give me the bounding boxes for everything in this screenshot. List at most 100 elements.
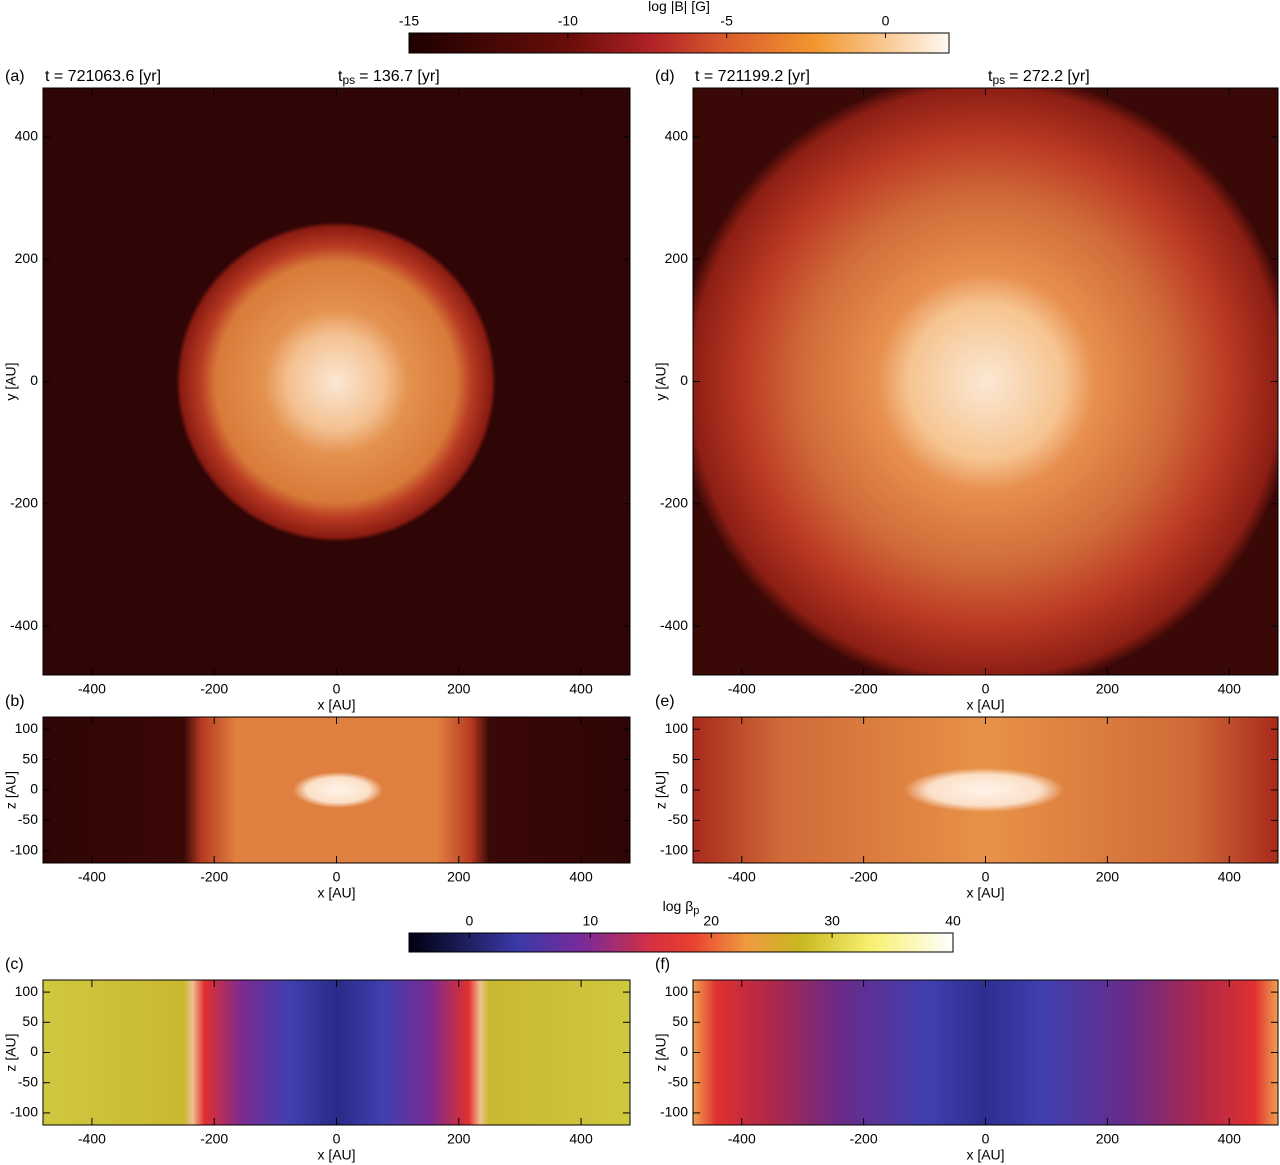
y-tick-label: -400 [660,617,688,633]
y-tick-label: 100 [665,720,689,736]
x-tick-label: 0 [982,681,990,697]
colorbar-title: log |B| [G] [648,0,710,14]
y-tick-label: 0 [30,781,38,797]
panel-label: (a) [5,68,25,85]
x-axis-label: x [AU] [966,885,1004,901]
y-tick-label: 50 [22,750,38,766]
heatmap-image [693,980,1278,1125]
colorbar-tick-label: 20 [703,913,719,929]
colorbar-tick-label: 30 [824,913,840,929]
y-tick-label: -400 [10,617,38,633]
x-tick-label: -400 [728,681,756,697]
panel-title: t = 721063.6 [yr] [45,68,161,85]
y-axis-label: z [AU] [3,1033,19,1071]
subtitle-text: = 272.2 [yr] [1009,68,1090,85]
x-axis-label: x [AU] [317,697,355,713]
y-tick-label: 100 [15,720,39,736]
x-tick-label: 400 [1218,869,1242,885]
colorbar-tick-label: 10 [583,913,599,929]
y-tick-label: 100 [15,983,39,999]
y-axis-label: z [AU] [3,771,19,809]
x-tick-label: 0 [982,869,990,885]
panel-label: (c) [5,956,24,973]
x-tick-label: 400 [1218,681,1242,697]
y-tick-label: -100 [10,842,38,858]
y-tick-label: -50 [18,811,38,827]
x-tick-label: 0 [333,681,341,697]
colorbar-frame [408,32,950,54]
core [293,772,383,808]
y-tick-label: 400 [665,128,689,144]
x-axis-label: x [AU] [317,1147,355,1163]
heatmap-image [43,88,630,675]
colorbar-tick-label: -15 [399,13,419,29]
overlays [293,768,1064,812]
subtitle-base: t [988,68,993,85]
y-tick-label: -200 [10,494,38,510]
colorbar-tick-label: 40 [945,913,961,929]
y-tick-label: -100 [660,1104,688,1120]
y-tick-label: 0 [680,781,688,797]
subtitle-sub: ps [992,73,1005,87]
x-tick-label: 400 [569,1131,593,1147]
x-axis-label: x [AU] [317,885,355,901]
x-tick-label: 200 [447,1131,471,1147]
x-tick-label: -200 [200,1131,228,1147]
x-tick-label: -400 [78,1131,106,1147]
y-tick-label: -100 [660,842,688,858]
y-axis-label: z [AU] [653,771,669,809]
x-tick-label: 200 [447,681,471,697]
x-tick-label: 400 [569,869,593,885]
subtitle-base: t [338,68,343,85]
colorbar-tick-label: 0 [466,913,474,929]
x-tick-label: 0 [333,869,341,885]
heatmap-image [43,980,630,1125]
panel-label: (f) [655,956,670,973]
y-tick-label: -100 [10,1104,38,1120]
panels [43,33,1278,1125]
y-tick-label: 200 [665,250,689,266]
y-axis-label: y [AU] [653,362,669,400]
y-tick-label: 200 [15,250,39,266]
y-tick-label: 0 [30,1043,38,1059]
panel-label: (e) [655,693,675,710]
y-tick-label: -50 [18,1073,38,1089]
y-tick-label: 400 [15,128,39,144]
title-text: log |B| [G] [648,0,710,14]
colorbar-tick-label: 0 [882,13,890,29]
y-tick-label: 0 [30,372,38,388]
x-axis-label: x [AU] [966,697,1004,713]
x-tick-label: -400 [78,869,106,885]
panel-subtitle: tps = 272.2 [yr] [988,68,1090,87]
colorbar-tick-label: -10 [558,13,578,29]
x-tick-label: -200 [200,869,228,885]
colorbar-title: log βp [663,898,700,917]
x-tick-label: 200 [1096,869,1120,885]
x-tick-label: -200 [850,1131,878,1147]
y-tick-label: 50 [672,1013,688,1029]
x-tick-label: -200 [850,869,878,885]
x-tick-label: 200 [1096,1131,1120,1147]
title-sub: p [693,905,699,917]
heatmap-image [693,88,1278,675]
y-tick-label: 100 [665,983,689,999]
panel-label: (d) [655,68,675,85]
x-tick-label: 0 [333,1131,341,1147]
title-text: log β [663,898,694,914]
y-tick-label: 0 [680,1043,688,1059]
core [904,768,1064,812]
y-tick-label: -200 [660,494,688,510]
y-tick-label: 50 [22,1013,38,1029]
panel-label: (b) [5,693,25,710]
y-tick-label: 0 [680,372,688,388]
x-tick-label: 0 [982,1131,990,1147]
subtitle-text: = 136.7 [yr] [359,68,440,85]
colorbar-frame [408,932,954,953]
x-tick-label: -400 [728,1131,756,1147]
x-tick-label: 400 [569,681,593,697]
colorbar [409,33,949,53]
y-tick-label: -50 [668,811,688,827]
colorbar-tick-label: -5 [720,13,733,29]
x-tick-label: -200 [200,681,228,697]
